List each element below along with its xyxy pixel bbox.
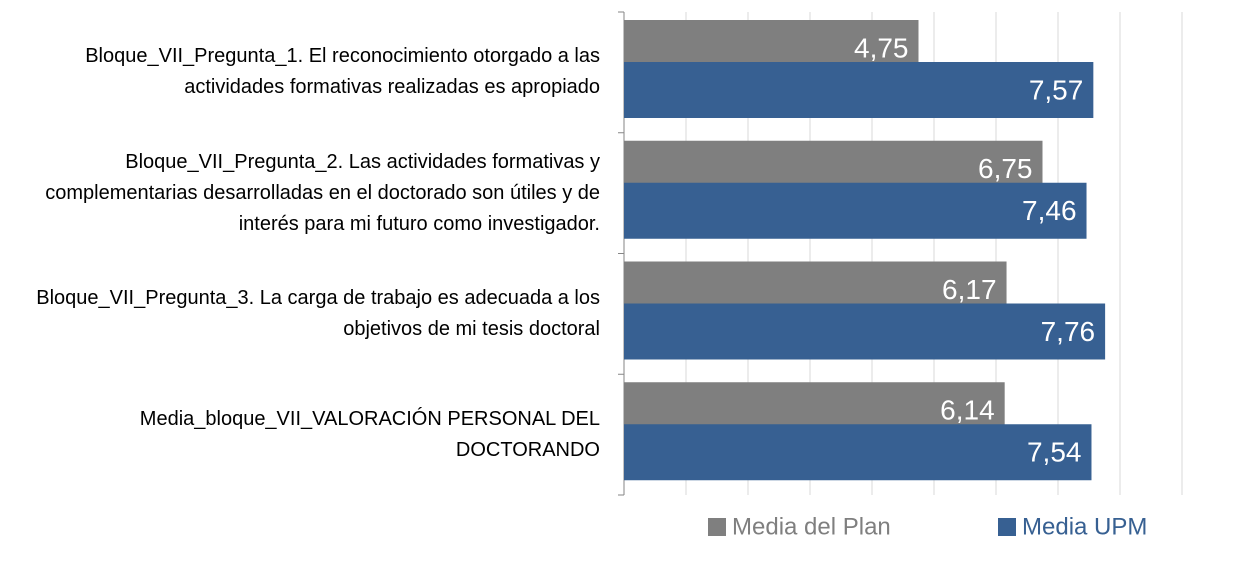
legend-label: Media del Plan bbox=[732, 513, 891, 540]
legend-swatch bbox=[998, 518, 1016, 536]
data-label: 6,75 bbox=[978, 153, 1033, 184]
category-label: Bloque_VII_Pregunta_3. La carga de traba… bbox=[36, 286, 600, 340]
data-label: 7,76 bbox=[1041, 316, 1096, 347]
data-label: 6,14 bbox=[940, 395, 995, 426]
data-label: 4,75 bbox=[854, 32, 909, 63]
data-label: 7,57 bbox=[1029, 74, 1084, 105]
legend-label: Media UPM bbox=[1022, 513, 1147, 540]
bar bbox=[624, 182, 1087, 239]
category-label: Bloque_VII_Pregunta_1. El reconocimiento… bbox=[85, 45, 600, 99]
bar bbox=[624, 424, 1092, 481]
data-label: 6,17 bbox=[942, 274, 997, 305]
category-label: Bloque_VII_Pregunta_2. Las actividades f… bbox=[45, 150, 600, 235]
data-label: 7,46 bbox=[1022, 195, 1077, 226]
category-label: Media_bloque_VII_VALORACIÓN PERSONAL DEL… bbox=[139, 407, 600, 461]
legend-swatch bbox=[708, 518, 726, 536]
data-label: 7,54 bbox=[1027, 437, 1082, 468]
bar bbox=[624, 62, 1094, 118]
bar bbox=[624, 303, 1106, 360]
